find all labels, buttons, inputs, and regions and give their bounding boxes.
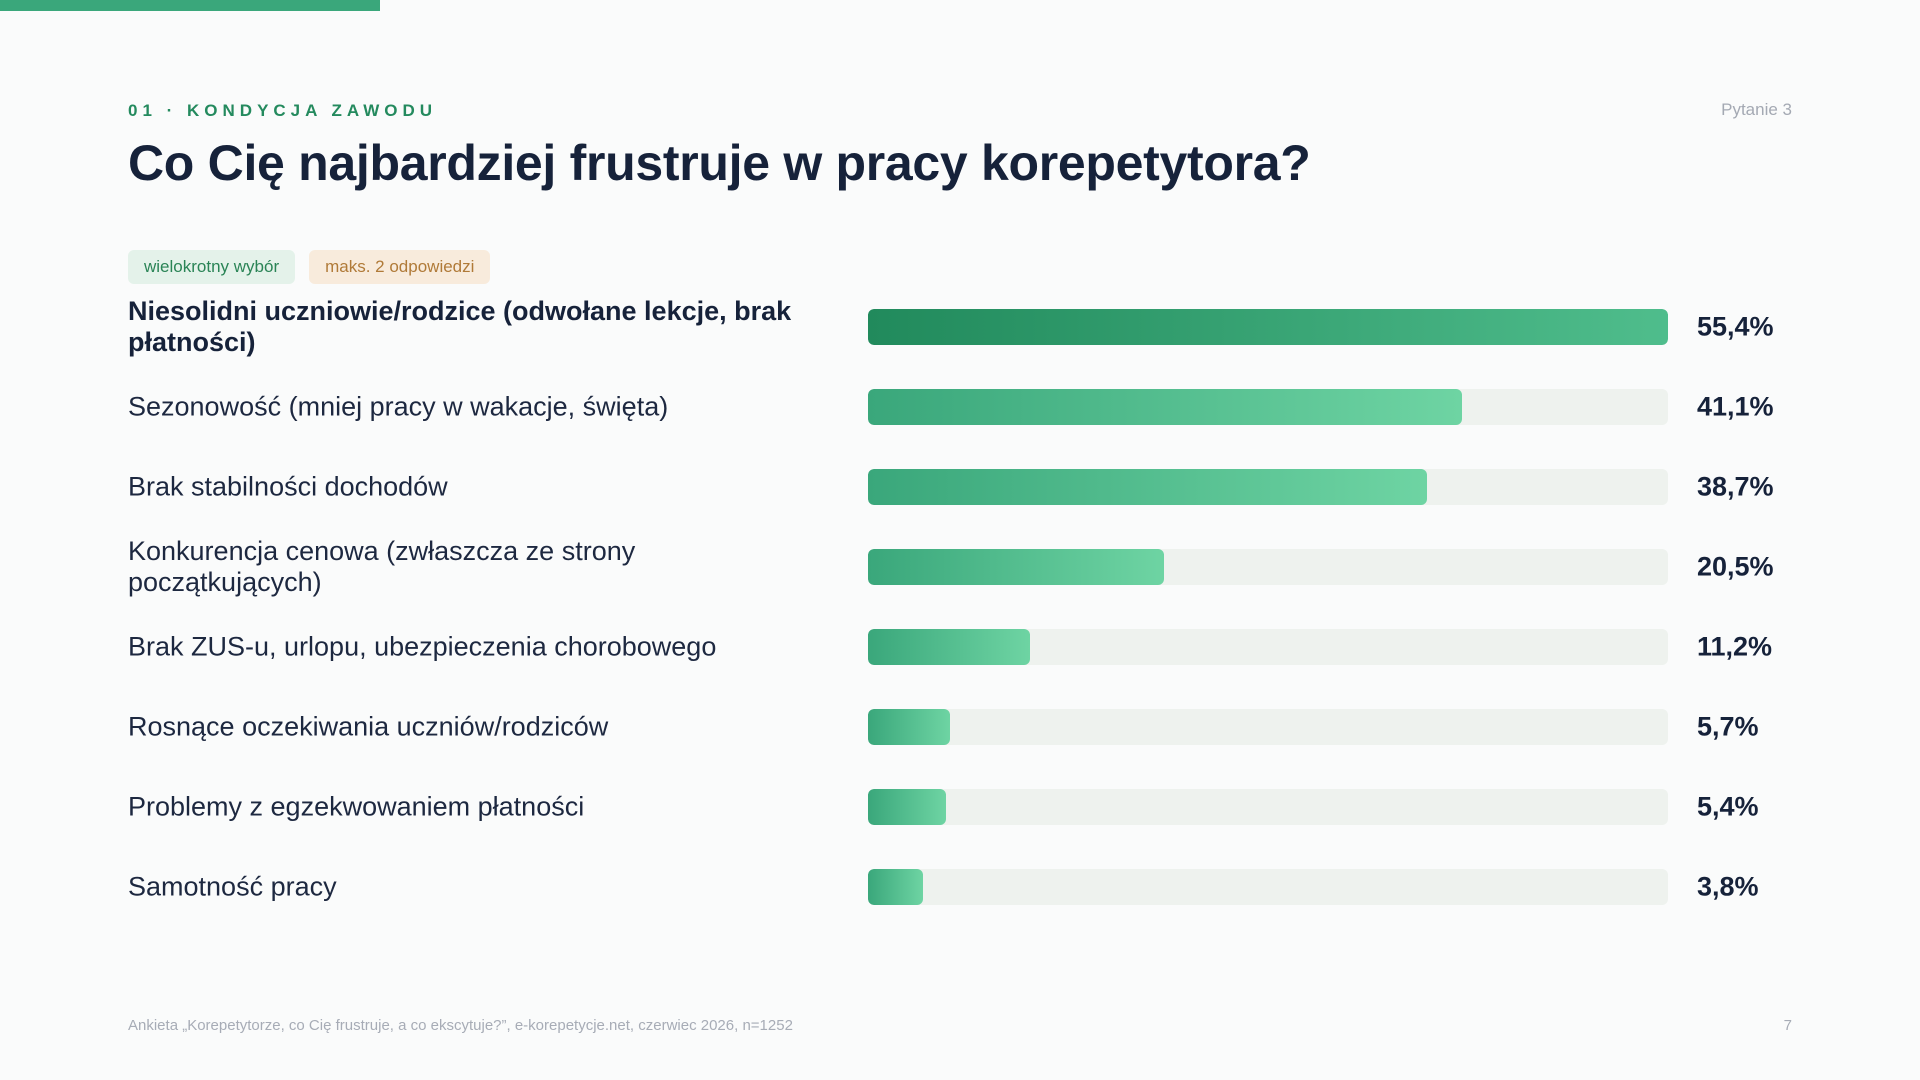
bar-category-label: Rosnące oczekiwania uczniów/rodziców <box>128 711 609 742</box>
question-number: Pytanie 3 <box>1721 100 1792 119</box>
max-answers-tag: maks. 2 odpowiedzi <box>309 250 491 284</box>
bar-row: Niesolidni uczniowie/rodzice (odwołane l… <box>0 287 1920 367</box>
bar-category-label: Niesolidni uczniowie/rodzice (odwołane l… <box>128 296 792 357</box>
bar-row: Konkurencja cenowa (zwłaszcza ze strony … <box>0 527 1920 607</box>
bar-category-label: Konkurencja cenowa (zwłaszcza ze strony … <box>128 536 636 597</box>
bar-track <box>868 789 1668 825</box>
multiple-choice-tag: wielokrotny wybór <box>128 250 296 284</box>
bar-value-label: 55,4% <box>1697 311 1774 342</box>
bar-value-label: 5,4% <box>1697 791 1759 822</box>
bar <box>868 629 1030 665</box>
bar-value-label: 5,7% <box>1697 711 1759 742</box>
bar-category-label: Sezonowość (mniej pracy w wakacje, święt… <box>128 391 669 422</box>
bar-row: Brak stabilności dochodów 38,7% <box>0 447 1920 527</box>
bar-category-label: Samotność pracy <box>128 871 337 902</box>
bar <box>868 789 946 825</box>
bar-row: Problemy z egzekwowaniem płatności 5,4% <box>0 767 1920 847</box>
accent-strip <box>0 0 380 11</box>
answer-tags: wielokrotny wybór maks. 2 odpowiedzi <box>128 250 491 284</box>
bar-track <box>868 709 1668 745</box>
bar <box>868 389 1462 425</box>
bar-track <box>868 469 1668 505</box>
section-label: 01 · KONDYCJA ZAWODU <box>128 101 438 120</box>
bar-row: Samotność pracy 3,8% <box>0 847 1920 927</box>
bar-row: Rosnące oczekiwania uczniów/rodziców 5,7% <box>0 687 1920 767</box>
bar-value-label: 38,7% <box>1697 471 1774 502</box>
bar-row: Sezonowość (mniej pracy w wakacje, święt… <box>0 367 1920 447</box>
page-number: 7 <box>1783 1017 1792 1034</box>
bar-category-label: Brak ZUS-u, urlopu, ubezpieczenia chorob… <box>128 631 717 662</box>
bar-value-label: 3,8% <box>1697 871 1759 902</box>
page-title: Co Cię najbardziej frustruje w pracy kor… <box>128 135 1311 191</box>
bar-value-label: 41,1% <box>1697 391 1774 422</box>
bar-track <box>868 869 1668 905</box>
bar-track <box>868 389 1668 425</box>
bar-track <box>868 549 1668 585</box>
bar-value-label: 20,5% <box>1697 551 1774 582</box>
bar-track <box>868 309 1668 345</box>
bar-category-label: Brak stabilności dochodów <box>128 471 448 502</box>
bar <box>868 549 1165 585</box>
bar <box>868 469 1427 505</box>
bar <box>868 709 951 745</box>
bar-row: Brak ZUS-u, urlopu, ubezpieczenia chorob… <box>0 607 1920 687</box>
bar <box>868 309 1668 345</box>
bar-value-label: 11,2% <box>1697 631 1773 662</box>
bar-category-label: Problemy z egzekwowaniem płatności <box>128 791 585 822</box>
source-note: Ankieta „Korepetytorze, co Cię frustruje… <box>128 1017 793 1034</box>
bar <box>868 869 923 905</box>
bar-track <box>868 629 1668 665</box>
